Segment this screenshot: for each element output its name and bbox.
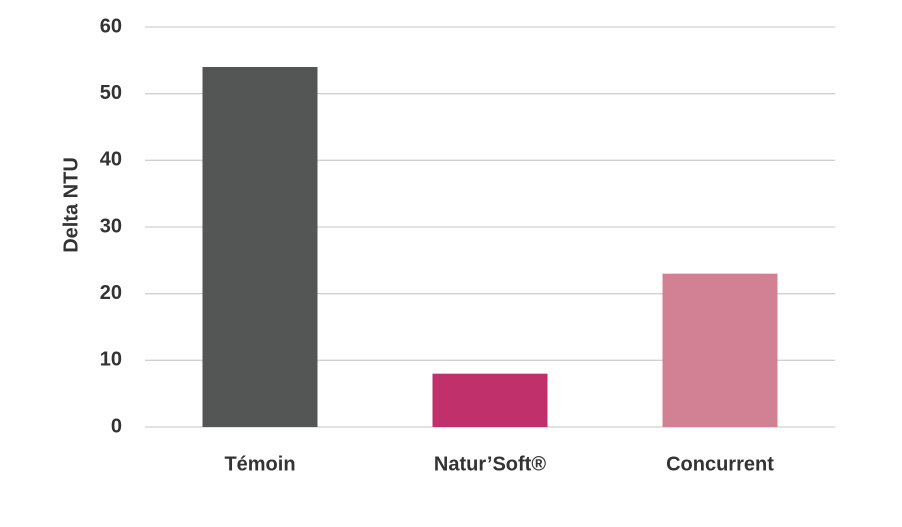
y-tick-label: 50 [100,82,122,104]
bar [432,373,548,427]
bar [202,67,318,427]
x-tick-label: Témoin [224,453,295,475]
x-tick-label: Natur’Soft® [434,453,546,475]
y-tick-label: 0 [111,415,122,437]
y-tick-label: 10 [100,349,122,371]
y-tick-label: 40 [100,149,122,171]
y-tick-label: 30 [100,215,122,237]
y-tick-label: 20 [100,282,122,304]
x-tick-label: Concurrent [666,453,774,475]
y-axis-label: Delta NTU [60,157,82,253]
y-tick-label: 60 [100,15,122,37]
bar [662,273,778,427]
